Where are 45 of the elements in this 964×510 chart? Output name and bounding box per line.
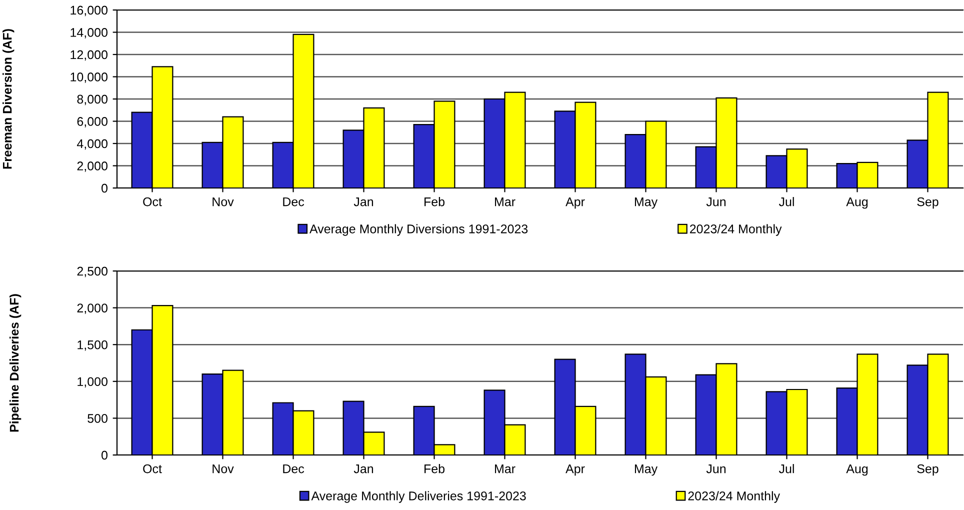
y-tick-label: 0 xyxy=(102,184,108,193)
y-axis-title: Pipeline Deliveries (AF) xyxy=(9,294,22,432)
x-tick-label: Apr xyxy=(566,464,585,476)
y-tick-label: 1,500 xyxy=(78,340,108,351)
legend-label: 2023/24 Monthly xyxy=(688,491,780,503)
y-tick-label: 14,000 xyxy=(70,28,108,38)
x-tick-label: Dec xyxy=(283,464,304,474)
y-tick-label: 1,000 xyxy=(78,377,108,388)
x-tick-label: Aug xyxy=(846,197,868,209)
x-tick-label: Sep xyxy=(917,464,938,476)
y-tick-label: 2,500 xyxy=(77,266,108,278)
x-tick-label: Aug xyxy=(846,464,868,476)
x-tick-label: May xyxy=(634,464,658,476)
y-tick-label: 16,000 xyxy=(70,6,108,16)
y-tick-label: 6,000 xyxy=(77,117,108,128)
x-tick-label: Oct xyxy=(143,197,162,206)
x-tick-label: May xyxy=(634,197,658,209)
y-tick-label: 12,000 xyxy=(70,50,108,61)
y-tick-label: 0 xyxy=(102,450,108,460)
legend-label: 2023/24 Monthly xyxy=(690,224,782,236)
x-tick-label: Feb xyxy=(424,464,444,474)
legend-label: Average Monthly Diversions 1991-2023 xyxy=(309,224,528,236)
x-tick-label: Jan xyxy=(354,197,374,206)
y-tick-label: 500 xyxy=(88,414,108,423)
x-tick-label: Oct xyxy=(143,464,162,474)
y-axis-title: Freeman Diversion (AF) xyxy=(2,29,14,169)
legend-label: Average Monthly Deliveries 1991-2023 xyxy=(311,491,526,503)
y-tick-label: 10,000 xyxy=(70,72,108,83)
y-tick-label: 2,000 xyxy=(77,162,108,172)
x-tick-label: Sep xyxy=(917,197,938,209)
x-tick-label: Jul xyxy=(778,197,794,206)
x-tick-label: Jun xyxy=(706,197,726,206)
x-tick-label: Feb xyxy=(424,197,444,206)
y-tick-label: 2,000 xyxy=(77,304,108,314)
x-tick-label: Mar xyxy=(495,464,516,474)
y-tick-label: 4,000 xyxy=(76,139,108,150)
x-tick-label: Jul xyxy=(778,464,794,474)
x-tick-label: Apr xyxy=(566,197,585,209)
x-tick-label: Nov xyxy=(212,464,234,474)
x-tick-label: Nov xyxy=(212,197,234,206)
y-tick-label: 8,000 xyxy=(77,94,108,106)
x-tick-label: Dec xyxy=(283,197,304,206)
x-tick-label: Mar xyxy=(495,197,516,206)
x-tick-label: Jun xyxy=(706,464,726,474)
x-tick-label: Jan xyxy=(354,464,374,474)
